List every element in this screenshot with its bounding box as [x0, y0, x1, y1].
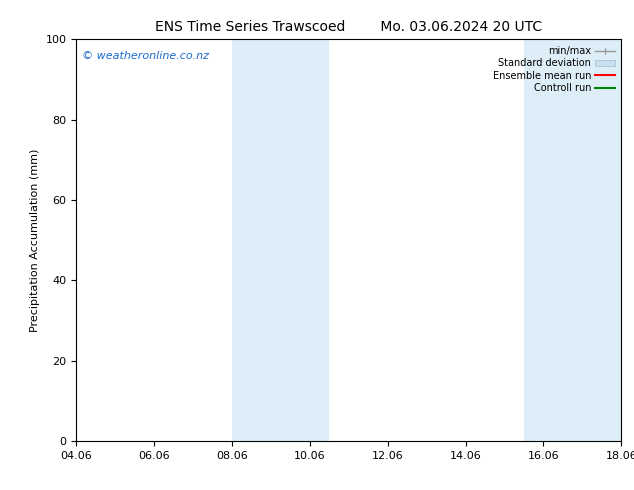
- Bar: [232, 39, 329, 441]
- Text: © weatheronline.co.nz: © weatheronline.co.nz: [82, 51, 209, 61]
- Title: ENS Time Series Trawscoed        Mo. 03.06.2024 20 UTC: ENS Time Series Trawscoed Mo. 03.06.2024…: [155, 20, 542, 34]
- Bar: [524, 39, 621, 441]
- Y-axis label: Precipitation Accumulation (mm): Precipitation Accumulation (mm): [30, 148, 40, 332]
- Legend: min/max, Standard deviation, Ensemble mean run, Controll run: min/max, Standard deviation, Ensemble me…: [491, 44, 616, 95]
